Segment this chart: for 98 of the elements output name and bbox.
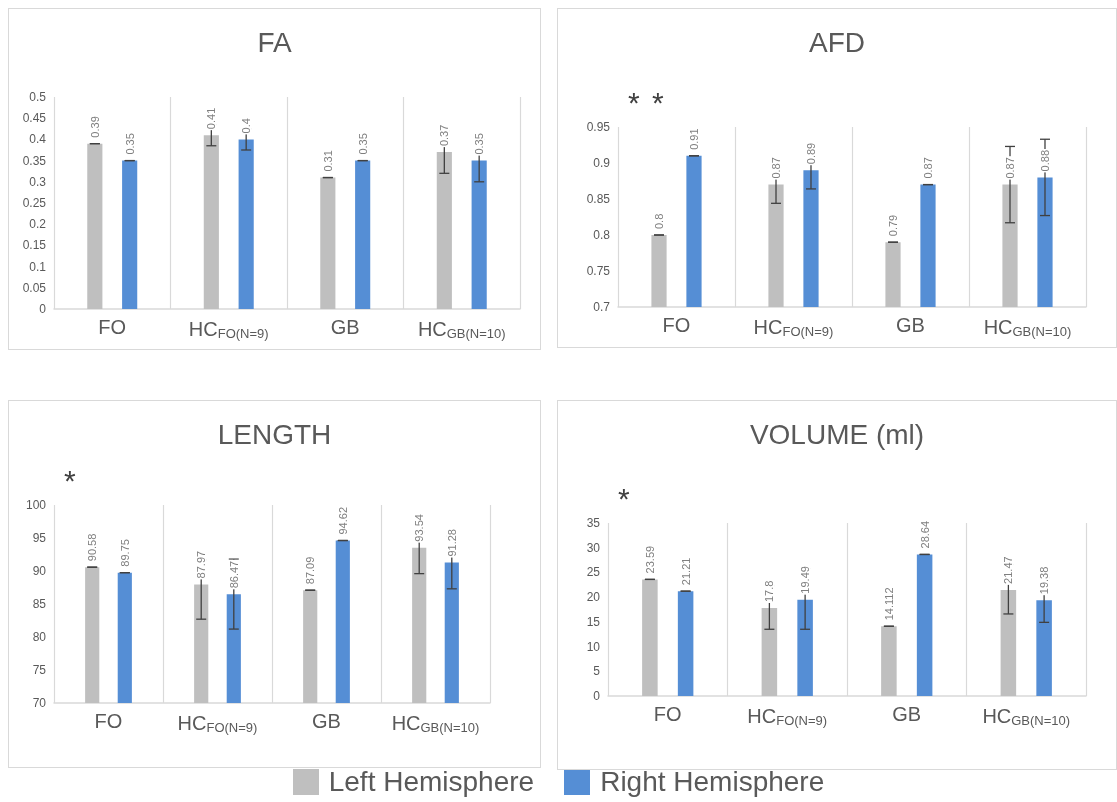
data-label: 0.4: [240, 118, 253, 134]
data-label: 0.79: [887, 214, 900, 237]
y-tick-label: 0.8: [593, 228, 611, 242]
data-label: 21.47: [1002, 556, 1015, 584]
data-label: 0.35: [123, 133, 136, 155]
bar: [761, 608, 778, 696]
data-label: 87.09: [304, 556, 317, 585]
data-label: 19.49: [799, 566, 812, 594]
x-tick-label: GB: [312, 710, 341, 732]
y-tick-label: 0.45: [22, 111, 47, 126]
bar: [471, 160, 487, 309]
data-label: 0.31: [321, 150, 334, 172]
y-tick-label: 0.1: [29, 259, 47, 274]
bar: [677, 591, 694, 696]
data-label: 0.39: [88, 116, 101, 138]
y-tick-label: 10: [586, 639, 601, 654]
y-tick-label: 0.95: [586, 120, 611, 134]
legend-label: Left Hemisphere: [328, 766, 535, 798]
y-tick-label: 0.4: [29, 132, 47, 147]
y-tick-label: 0.5: [29, 90, 47, 104]
bar: [1000, 589, 1017, 696]
data-label: 0.89: [804, 142, 817, 165]
chart-title: LENGTH: [217, 418, 332, 450]
bar: [1036, 600, 1052, 696]
x-tick-label: FO: [653, 703, 682, 725]
y-tick-label: 5: [593, 664, 601, 679]
bar: [642, 579, 658, 696]
bar: [122, 160, 138, 309]
y-tick-label: 30: [586, 540, 601, 555]
data-label: 0.37: [438, 124, 451, 147]
y-tick-label: 0.05: [22, 280, 47, 295]
y-tick-label: 0.35: [22, 153, 47, 168]
bar: [797, 599, 813, 696]
y-tick-label: 35: [586, 516, 601, 530]
text: *: [618, 481, 630, 515]
text: *: [628, 85, 640, 119]
chart-title: VOLUME (ml): [749, 418, 925, 450]
data-label: 14.112: [882, 587, 895, 621]
bar: [87, 143, 103, 309]
y-tick-label: 70: [32, 696, 47, 710]
text: *: [652, 85, 664, 119]
data-label: 0.91: [687, 128, 700, 150]
y-tick-label: 95: [32, 531, 47, 545]
data-label: 0.88: [1038, 149, 1051, 172]
bar: [916, 554, 933, 696]
y-tick-label: 0: [593, 689, 601, 703]
y-tick-label: 85: [32, 597, 47, 611]
data-label: 87.97: [195, 550, 208, 579]
y-tick-label: 90: [32, 564, 47, 578]
x-tick-label: FO: [662, 314, 691, 336]
bar: [355, 160, 371, 309]
data-label: 86.47: [227, 560, 240, 589]
bar: [238, 139, 254, 309]
data-label: 17.8: [763, 580, 776, 603]
bar: [203, 135, 219, 309]
x-tick-label: GB: [896, 314, 925, 336]
data-label: 0.8: [653, 213, 666, 229]
y-tick-label: 100: [25, 498, 47, 512]
chart-title: AFD: [809, 26, 865, 58]
data-label: 90.58: [86, 533, 99, 562]
data-label: 23.59: [643, 545, 656, 574]
data-label: 28.64: [918, 520, 931, 549]
data-label: 0.41: [205, 107, 218, 130]
legend-label: Right Hemisphere: [600, 766, 825, 798]
y-tick-label: 0: [39, 302, 47, 316]
bar: [881, 626, 897, 696]
text: *: [64, 463, 76, 497]
data-label: 91.28: [445, 529, 458, 557]
y-tick-label: 0.7: [593, 300, 611, 314]
x-tick-label: GB: [892, 703, 922, 725]
y-tick-label: 15: [586, 614, 601, 629]
x-tick-label: FO: [94, 710, 123, 732]
data-label: 0.87: [921, 157, 934, 179]
y-tick-label: 75: [32, 663, 47, 677]
data-label: 0.35: [473, 133, 486, 155]
y-tick-label: 0.2: [29, 217, 47, 232]
data-label: 89.75: [118, 539, 131, 567]
data-label: 94.62: [336, 506, 349, 535]
y-tick-label: 25: [586, 565, 601, 580]
data-label: 19.38: [1038, 566, 1051, 595]
y-tick-label: 20: [586, 590, 601, 605]
bar: [436, 152, 452, 309]
y-tick-label: 0.75: [586, 264, 611, 278]
data-label: 0.87: [770, 157, 783, 179]
y-tick-label: 0.15: [22, 238, 47, 253]
x-tick-label: FO: [98, 316, 127, 338]
y-tick-label: 0.9: [593, 156, 611, 170]
x-tick-label: GB: [330, 316, 360, 338]
data-label: 93.54: [413, 514, 426, 542]
y-tick-label: 80: [32, 630, 47, 644]
data-label: 0.87: [1004, 157, 1017, 179]
y-tick-label: 0.3: [29, 174, 47, 189]
data-label: 21.21: [679, 557, 692, 586]
y-tick-label: 0.85: [586, 192, 611, 206]
bar: [320, 177, 336, 309]
data-label: 0.35: [356, 133, 369, 155]
chart-title: FA: [257, 26, 292, 58]
y-tick-label: 0.25: [22, 196, 47, 210]
